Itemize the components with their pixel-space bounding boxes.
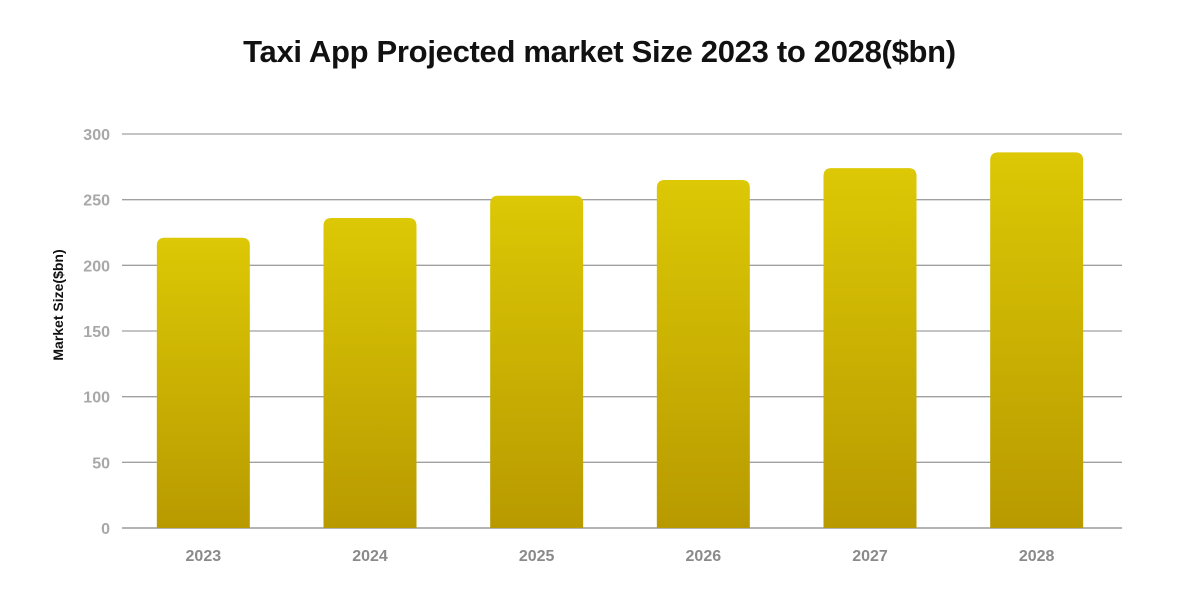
y-tick-label: 100: [83, 390, 110, 407]
y-tick-label: 150: [83, 324, 110, 341]
x-tick-label: 2025: [519, 548, 555, 565]
bar-2026: [656, 179, 750, 528]
bar-2023: [156, 237, 250, 528]
x-tick-label: 2023: [186, 548, 222, 565]
x-tick-label: 2028: [1019, 548, 1055, 565]
y-tick-label: 300: [83, 127, 110, 144]
bar-2027: [823, 168, 917, 528]
bar-2024: [323, 218, 417, 528]
x-tick-label: 2024: [352, 548, 388, 565]
y-tick-label: 0: [101, 521, 110, 538]
y-tick-label: 250: [83, 193, 110, 210]
x-tick-label: 2027: [852, 548, 888, 565]
bar-2025: [490, 195, 584, 528]
chart-title: Taxi App Projected market Size 2023 to 2…: [243, 34, 956, 69]
y-tick-label: 200: [83, 258, 110, 275]
bar-2028: [990, 152, 1084, 529]
y-tick-label: 50: [92, 455, 110, 472]
x-tick-label: 2026: [686, 548, 722, 565]
